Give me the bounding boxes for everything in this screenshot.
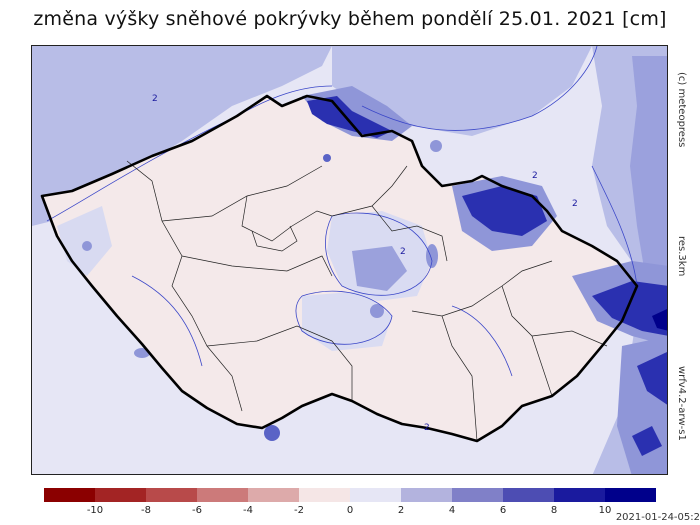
snow-change-map: 2 2 2 2 2 <box>31 45 668 475</box>
map-title: změna výšky sněhové pokrývky během pondě… <box>33 8 667 30</box>
contour-label: 2 <box>400 247 406 257</box>
snow-blob <box>323 154 331 162</box>
legend-swatch <box>452 488 504 502</box>
legend-bar <box>44 488 656 502</box>
color-legend <box>44 488 656 502</box>
model-timestamp: 2021-01-24-05:2 <box>615 512 700 523</box>
snow-area-north <box>332 46 592 136</box>
snow-blob <box>430 140 442 152</box>
contour-label: 2 <box>152 94 158 104</box>
legend-tick-label: 4 <box>448 505 456 516</box>
legend-tick-labels: -10 -8 -6 -4 -2 0 2 4 6 8 10 <box>44 505 656 519</box>
legend-swatch <box>299 488 351 502</box>
snow-core-east-edge <box>652 308 667 331</box>
legend-swatch <box>350 488 402 502</box>
legend-swatch <box>146 488 198 502</box>
contour-label: 2 <box>424 423 430 433</box>
snow-blob <box>264 425 280 441</box>
legend-tick-label: -8 <box>141 505 151 516</box>
region-borders <box>126 160 608 442</box>
snow-area-vysocina <box>352 246 407 291</box>
map-canvas: 2 2 2 2 2 <box>32 46 667 474</box>
legend-tick-label: 8 <box>550 505 558 516</box>
snow-blob <box>82 241 92 251</box>
snow-core-bottom-right <box>632 426 662 456</box>
legend-tick-label: 2 <box>397 505 405 516</box>
snow-core-krkonose <box>307 96 392 138</box>
legend-swatch <box>401 488 453 502</box>
snow-area-east-inner <box>630 56 667 305</box>
contour-label: 2 <box>532 171 538 181</box>
legend-tick-label: -10 <box>86 505 104 516</box>
legend-tick-label: -2 <box>294 505 304 516</box>
legend-swatch <box>197 488 249 502</box>
legend-tick-label: -6 <box>192 505 202 516</box>
legend-tick-label: -4 <box>243 505 253 516</box>
legend-swatch <box>503 488 555 502</box>
copyright-label: (c) meteopress <box>676 72 687 148</box>
country-border <box>40 94 639 443</box>
legend-swatch <box>554 488 606 502</box>
snow-blob <box>370 304 384 318</box>
legend-swatch <box>248 488 300 502</box>
snow-core-southeast <box>637 351 667 405</box>
legend-swatch <box>44 488 96 502</box>
snow-area-south-central <box>302 291 392 351</box>
legend-tick-label: 0 <box>346 505 354 516</box>
resolution-label: res.3km <box>676 236 687 277</box>
contour-label: 2 <box>572 199 578 209</box>
legend-tick-label: 10 <box>598 505 612 516</box>
legend-swatch <box>605 488 656 502</box>
legend-swatch <box>95 488 147 502</box>
snow-blob <box>426 244 438 268</box>
legend-tick-label: 6 <box>499 505 507 516</box>
snow-core-beskydy <box>592 281 667 336</box>
snow-core-jeseniky <box>462 186 547 236</box>
model-label: wrfv4.2-arw-s1 <box>676 366 687 441</box>
